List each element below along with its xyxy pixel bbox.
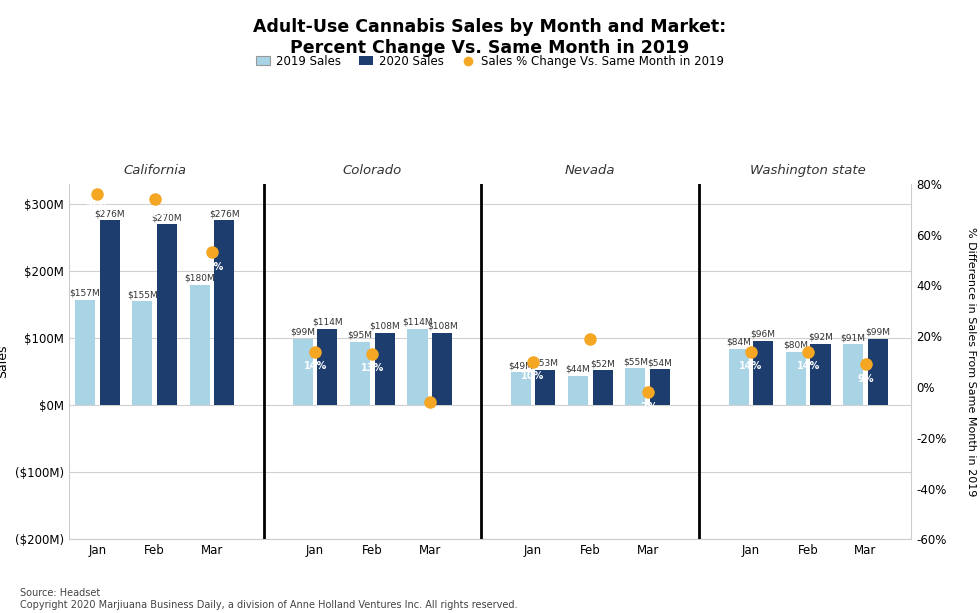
Y-axis label: % Difference in Sales From Same Month in 2019: % Difference in Sales From Same Month in… bbox=[966, 227, 976, 497]
Bar bbox=[132, 302, 152, 405]
Bar bbox=[810, 343, 831, 405]
Bar bbox=[74, 300, 95, 405]
Text: -2%: -2% bbox=[637, 402, 658, 411]
Text: $114M: $114M bbox=[313, 318, 343, 327]
Text: 9%: 9% bbox=[858, 373, 874, 384]
Bar bbox=[293, 339, 313, 405]
Text: California: California bbox=[123, 164, 186, 177]
Text: $96M: $96M bbox=[751, 330, 776, 339]
Bar bbox=[408, 329, 427, 405]
Text: Source: Headset
Copyright 2020 Marjiuana Business Daily, a division of Anne Holl: Source: Headset Copyright 2020 Marjiuana… bbox=[20, 588, 517, 610]
Text: $155M: $155M bbox=[126, 291, 158, 299]
Text: 14%: 14% bbox=[739, 361, 762, 371]
Bar bbox=[535, 370, 556, 405]
Text: $53M: $53M bbox=[533, 359, 558, 368]
Bar bbox=[843, 345, 863, 405]
Bar bbox=[568, 376, 588, 405]
Text: $270M: $270M bbox=[152, 213, 182, 222]
Text: $276M: $276M bbox=[209, 209, 239, 218]
Text: 13%: 13% bbox=[361, 364, 384, 373]
Text: 14%: 14% bbox=[797, 361, 820, 371]
Bar bbox=[786, 352, 806, 405]
Legend: 2019 Sales, 2020 Sales, Sales % Change Vs. Same Month in 2019: 2019 Sales, 2020 Sales, Sales % Change V… bbox=[256, 55, 724, 67]
Bar bbox=[650, 369, 670, 405]
Text: Washington state: Washington state bbox=[751, 164, 866, 177]
Text: 14%: 14% bbox=[304, 361, 326, 371]
Text: $80M: $80M bbox=[783, 341, 808, 349]
Bar bbox=[511, 373, 531, 405]
Text: $108M: $108M bbox=[369, 322, 400, 331]
Text: $49M: $49M bbox=[509, 362, 533, 370]
Bar bbox=[432, 333, 452, 405]
Bar bbox=[728, 349, 749, 405]
Bar bbox=[157, 224, 177, 405]
Text: $108M: $108M bbox=[426, 322, 458, 331]
Text: $44M: $44M bbox=[565, 365, 590, 374]
Text: $157M: $157M bbox=[70, 289, 100, 298]
Text: $95M: $95M bbox=[348, 330, 372, 340]
Bar bbox=[754, 341, 773, 405]
Text: 10%: 10% bbox=[521, 371, 545, 381]
Bar bbox=[215, 220, 234, 405]
Text: $55M: $55M bbox=[623, 357, 648, 367]
Text: Colorado: Colorado bbox=[343, 164, 402, 177]
Text: $180M: $180M bbox=[184, 273, 215, 283]
Text: Nevada: Nevada bbox=[565, 164, 615, 177]
Bar bbox=[625, 368, 646, 405]
Text: 74%: 74% bbox=[143, 208, 167, 218]
Text: 76%: 76% bbox=[85, 204, 109, 213]
Text: -6%: -6% bbox=[419, 412, 440, 422]
Bar bbox=[318, 329, 337, 405]
Text: $99M: $99M bbox=[290, 328, 316, 337]
Bar bbox=[868, 339, 888, 405]
Text: 19%: 19% bbox=[579, 348, 602, 358]
Text: 53%: 53% bbox=[200, 262, 223, 272]
Text: $114M: $114M bbox=[402, 318, 433, 327]
Text: $84M: $84M bbox=[726, 338, 751, 347]
Text: $52M: $52M bbox=[590, 359, 615, 368]
Bar bbox=[374, 333, 395, 405]
Bar bbox=[350, 341, 370, 405]
Text: Adult-Use Cannabis Sales by Month and Market:
Percent Change Vs. Same Month in 2: Adult-Use Cannabis Sales by Month and Ma… bbox=[254, 18, 726, 57]
Text: $91M: $91M bbox=[841, 333, 865, 342]
Bar bbox=[189, 284, 210, 405]
Text: $54M: $54M bbox=[648, 358, 672, 367]
Bar bbox=[593, 370, 612, 405]
Text: $99M: $99M bbox=[865, 328, 891, 337]
Text: $92M: $92M bbox=[808, 332, 833, 341]
Text: $276M: $276M bbox=[94, 209, 124, 218]
Y-axis label: Sales: Sales bbox=[0, 345, 9, 378]
Bar bbox=[100, 220, 120, 405]
